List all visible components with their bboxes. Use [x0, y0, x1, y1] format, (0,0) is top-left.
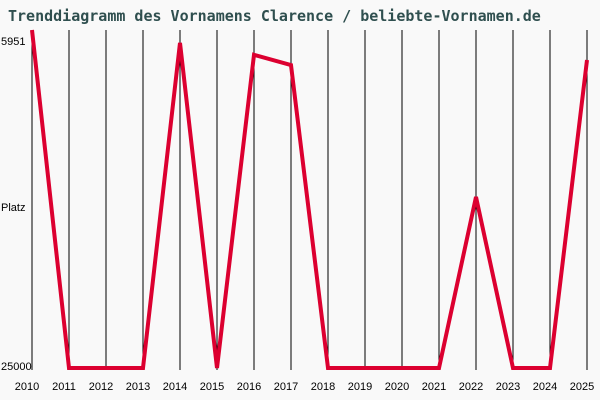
x-tick-label: 2021	[421, 381, 447, 393]
x-tick-label: 2024	[532, 381, 558, 393]
x-tick-label: 2013	[125, 381, 151, 393]
x-tick-label: 2017	[273, 381, 299, 393]
y-axis-label: Platz	[1, 202, 26, 214]
x-tick-label: 2016	[236, 381, 262, 393]
x-tick-label: 2025	[569, 381, 595, 393]
x-tick-label: 2012	[88, 381, 114, 393]
x-tick-label: 2011	[52, 381, 76, 393]
x-tick-label: 2010	[14, 381, 40, 393]
y-axis-bottom-label: 25000	[1, 361, 32, 373]
x-tick-label: 2014	[162, 381, 188, 393]
x-tick-label: 2019	[347, 381, 373, 393]
trend-line	[30, 29, 589, 370]
x-tick-label: 2020	[384, 381, 410, 393]
x-tick-label: 2022	[458, 381, 484, 393]
x-tick-label: 2018	[310, 381, 336, 393]
x-tick-label: 2015	[199, 381, 225, 393]
chart-title: Trenddiagramm des Vornamens Clarence / b…	[8, 7, 541, 25]
gridlines	[31, 30, 588, 370]
x-tick-label: 2023	[495, 381, 521, 393]
y-axis-top-label: 5951	[1, 36, 26, 48]
